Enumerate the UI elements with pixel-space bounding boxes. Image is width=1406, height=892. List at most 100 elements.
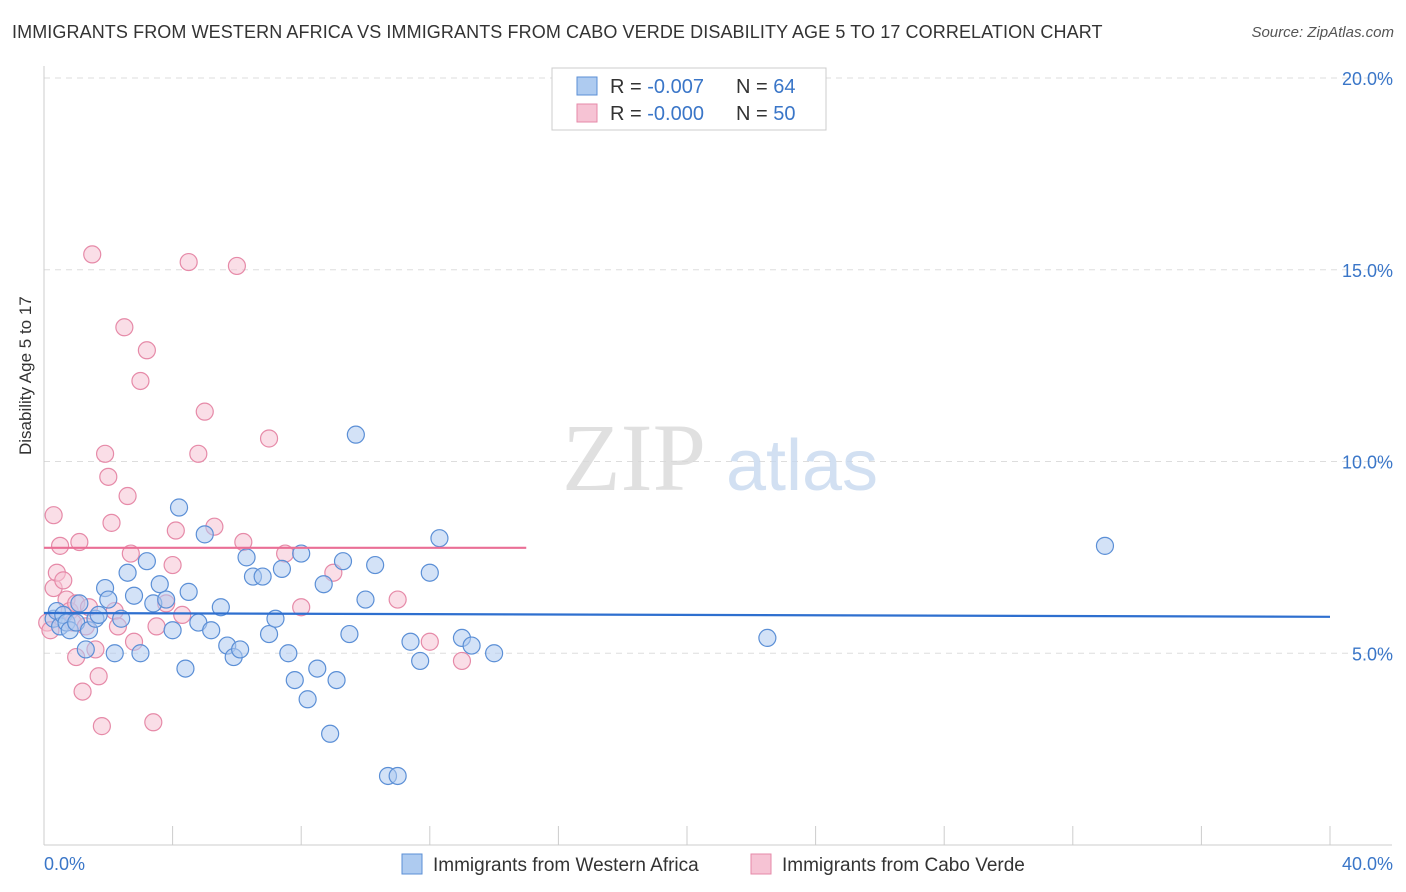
legend-n-value: 50 — [773, 103, 795, 125]
y-tick-label: 5.0% — [1352, 644, 1393, 664]
data-point-cabo-verde — [73, 682, 92, 701]
data-point-western-africa — [157, 590, 176, 609]
legend-r-label: R = — [610, 103, 647, 125]
data-point-western-africa — [272, 559, 292, 578]
data-point-western-africa — [118, 563, 137, 582]
data-point-cabo-verde — [227, 256, 246, 276]
y-tick-label: 10.0% — [1342, 453, 1393, 473]
data-point-western-africa — [327, 670, 346, 690]
data-point-western-africa — [231, 640, 250, 659]
data-point-cabo-verde — [388, 590, 407, 609]
legend-r-value: -0.007 — [647, 76, 704, 98]
data-point-western-africa — [163, 621, 182, 640]
data-point-cabo-verde — [452, 651, 472, 671]
chart-title: IMMIGRANTS FROM WESTERN AFRICA VS IMMIGR… — [12, 22, 1103, 42]
svg-text:R = -0.007: R = -0.007 — [610, 76, 704, 98]
data-point-western-africa — [237, 548, 256, 567]
data-point-western-africa — [279, 644, 298, 663]
svg-text:N = 64: N = 64 — [736, 76, 796, 98]
data-point-cabo-verde — [195, 402, 214, 421]
watermark-atlas: atlas — [726, 426, 878, 506]
data-point-western-africa — [411, 651, 430, 671]
data-point-western-africa — [292, 544, 311, 563]
data-point-western-africa — [150, 575, 169, 594]
axes — [43, 66, 1392, 846]
legend-n-label: N = — [736, 76, 773, 98]
source-label: Source: ZipAtlas.com — [1251, 24, 1394, 41]
data-point-cabo-verde — [137, 341, 156, 360]
data-point-western-africa — [70, 594, 89, 613]
series-western-africa-points — [44, 425, 1115, 786]
bottom-legend-label-western-africa: Immigrants from Western Africa — [433, 855, 699, 876]
data-point-cabo-verde — [70, 532, 89, 552]
data-point-western-africa — [99, 590, 118, 609]
bottom-legend: Immigrants from Western Africa Immigrant… — [401, 853, 1025, 876]
data-point-cabo-verde — [102, 513, 121, 532]
legend-r-value: -0.000 — [647, 103, 704, 125]
data-point-western-africa — [333, 552, 353, 571]
bottom-legend-label-cabo-verde: Immigrants from Cabo Verde — [782, 855, 1025, 876]
bottom-legend-swatch-cabo-verde — [750, 853, 772, 875]
data-point-western-africa — [195, 525, 214, 544]
legend-n-label: N = — [736, 103, 773, 125]
trend-line-western-africa — [43, 611, 1331, 618]
data-point-western-africa — [420, 563, 439, 582]
data-point-cabo-verde — [118, 486, 137, 506]
data-point-cabo-verde — [115, 318, 134, 337]
x-tick-label: 0.0% — [44, 854, 85, 874]
data-point-cabo-verde — [99, 467, 118, 486]
data-point-western-africa — [253, 567, 272, 586]
svg-text:R = -0.000: R = -0.000 — [610, 103, 704, 125]
data-point-cabo-verde — [292, 598, 311, 617]
trend-lines — [43, 546, 1331, 618]
data-point-western-africa — [314, 575, 333, 594]
svg-text:N = 50: N = 50 — [736, 103, 796, 125]
data-point-western-africa — [430, 529, 449, 548]
data-point-western-africa — [298, 690, 317, 709]
data-point-western-africa — [462, 636, 481, 655]
data-point-western-africa — [388, 766, 407, 786]
data-point-cabo-verde — [163, 555, 182, 575]
data-point-cabo-verde — [166, 521, 185, 540]
data-point-western-africa — [321, 724, 340, 743]
data-point-western-africa — [758, 628, 777, 648]
data-point-cabo-verde — [95, 444, 115, 463]
bottom-legend-swatch-western-africa — [401, 853, 423, 875]
legend-box: R = -0.007 N = 64 R = -0.000 N = 50 — [551, 67, 827, 131]
data-point-western-africa — [112, 609, 131, 628]
data-point-cabo-verde — [54, 571, 73, 590]
data-point-western-africa — [308, 659, 327, 678]
data-point-cabo-verde — [259, 429, 279, 448]
watermark-zip: ZIP — [562, 404, 706, 511]
data-point-western-africa — [124, 586, 144, 605]
x-tick-label: 40.0% — [1342, 854, 1393, 874]
data-point-western-africa — [356, 590, 375, 609]
data-point-cabo-verde — [44, 506, 63, 525]
data-point-cabo-verde — [147, 617, 166, 636]
data-point-cabo-verde — [189, 444, 208, 463]
y-tick-label: 20.0% — [1342, 69, 1393, 89]
data-point-cabo-verde — [144, 713, 163, 732]
gridlines — [44, 77, 1390, 654]
data-point-western-africa — [259, 624, 279, 644]
legend-swatch-cabo-verde — [576, 103, 598, 123]
data-point-western-africa — [76, 640, 95, 659]
data-point-western-africa — [131, 644, 150, 663]
data-point-western-africa — [137, 552, 156, 571]
tick-labels: 5.0% 10.0% 15.0% 20.0% 0.0% 40.0% — [44, 69, 1393, 874]
data-point-western-africa — [1095, 536, 1115, 555]
data-point-cabo-verde — [420, 632, 439, 651]
data-point-cabo-verde — [121, 544, 140, 563]
data-point-western-africa — [89, 605, 108, 625]
data-point-cabo-verde — [173, 605, 192, 625]
data-point-cabo-verde — [89, 667, 108, 686]
data-point-western-africa — [176, 659, 195, 678]
legend-n-value: 64 — [773, 76, 795, 98]
data-point-cabo-verde — [179, 252, 198, 272]
data-point-western-africa — [346, 425, 365, 444]
data-point-western-africa — [105, 644, 124, 663]
data-point-western-africa — [169, 498, 189, 517]
data-point-western-africa — [366, 555, 385, 575]
series-cabo-verde-points — [38, 245, 472, 736]
